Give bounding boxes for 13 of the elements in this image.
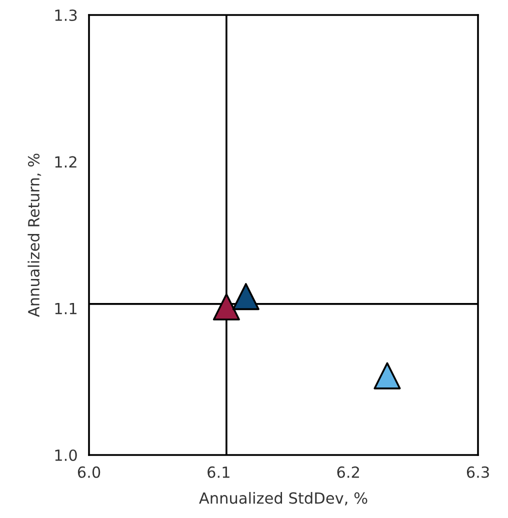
point <box>212 293 240 320</box>
point <box>374 362 401 390</box>
x-axis-title: Annualized StdDev, % <box>199 492 368 506</box>
x-tick-label: 6.3 <box>466 466 489 478</box>
y-tick-label: 1.0 <box>55 449 77 462</box>
x-tick-label: 6.2 <box>337 466 359 478</box>
x-tick-label: 6.0 <box>78 466 100 478</box>
y-tick-label: 1.3 <box>55 9 77 22</box>
y-axis-title: Annualized Return, % <box>28 154 42 318</box>
point <box>232 283 260 310</box>
y-tick-label: 1.1 <box>55 303 76 314</box>
y-tick-label: 1.2 <box>55 156 76 168</box>
x-tick-label: 6.1 <box>208 466 230 478</box>
